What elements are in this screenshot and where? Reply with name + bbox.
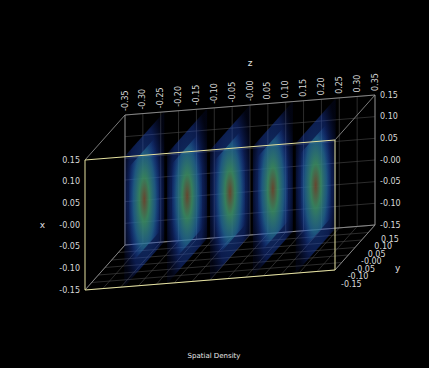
- svg-text:-0.15: -0.15: [59, 286, 80, 295]
- svg-text:-0.35: -0.35: [121, 90, 130, 111]
- svg-text:-0.15: -0.15: [192, 85, 201, 106]
- svg-text:-0.10: -0.10: [210, 83, 219, 104]
- svg-text:-0.00: -0.00: [361, 257, 382, 266]
- svg-text:-0.15: -0.15: [380, 221, 401, 230]
- svg-text:y: y: [395, 263, 401, 273]
- svg-text:0.05: 0.05: [367, 249, 386, 259]
- svg-text:-0.05: -0.05: [380, 177, 401, 186]
- svg-text:-0.00: -0.00: [59, 221, 80, 230]
- svg-text:-0.10: -0.10: [380, 199, 401, 208]
- svg-text:0.10: 0.10: [62, 177, 80, 186]
- svg-text:0.15: 0.15: [381, 235, 399, 244]
- svg-text:0.05: 0.05: [62, 199, 80, 208]
- svg-text:Spatial Density: Spatial Density: [188, 352, 241, 360]
- svg-text:0.10: 0.10: [374, 242, 393, 251]
- svg-text:0.10: 0.10: [281, 80, 290, 98]
- svg-text:0.05: 0.05: [263, 82, 272, 100]
- svg-text:0.15: 0.15: [62, 156, 80, 165]
- svg-text:x: x: [40, 220, 46, 230]
- svg-text:0.25: 0.25: [335, 76, 344, 94]
- svg-text:0.20: 0.20: [317, 77, 326, 95]
- svg-text:0.05: 0.05: [380, 134, 398, 143]
- svg-text:0.15: 0.15: [380, 91, 398, 100]
- svg-text:-0.20: -0.20: [174, 86, 183, 107]
- svg-text:-0.05: -0.05: [354, 264, 375, 274]
- svg-text:-0.05: -0.05: [228, 82, 237, 103]
- svg-text:0.30: 0.30: [353, 75, 362, 93]
- svg-text:-0.00: -0.00: [380, 156, 401, 165]
- svg-text:-0.10: -0.10: [59, 264, 80, 273]
- svg-text:0.35: 0.35: [371, 73, 380, 91]
- svg-text:-0.10: -0.10: [347, 272, 369, 281]
- svg-text:z: z: [248, 58, 253, 68]
- svg-text:0.10: 0.10: [380, 112, 398, 121]
- svg-text:-0.05: -0.05: [59, 242, 80, 251]
- svg-text:-0.25: -0.25: [156, 87, 165, 108]
- svg-text:0.15: 0.15: [299, 79, 308, 97]
- svg-text:-0.30: -0.30: [138, 89, 147, 110]
- svg-text:-0.15: -0.15: [341, 279, 362, 289]
- svg-text:-0.00: -0.00: [246, 80, 255, 101]
